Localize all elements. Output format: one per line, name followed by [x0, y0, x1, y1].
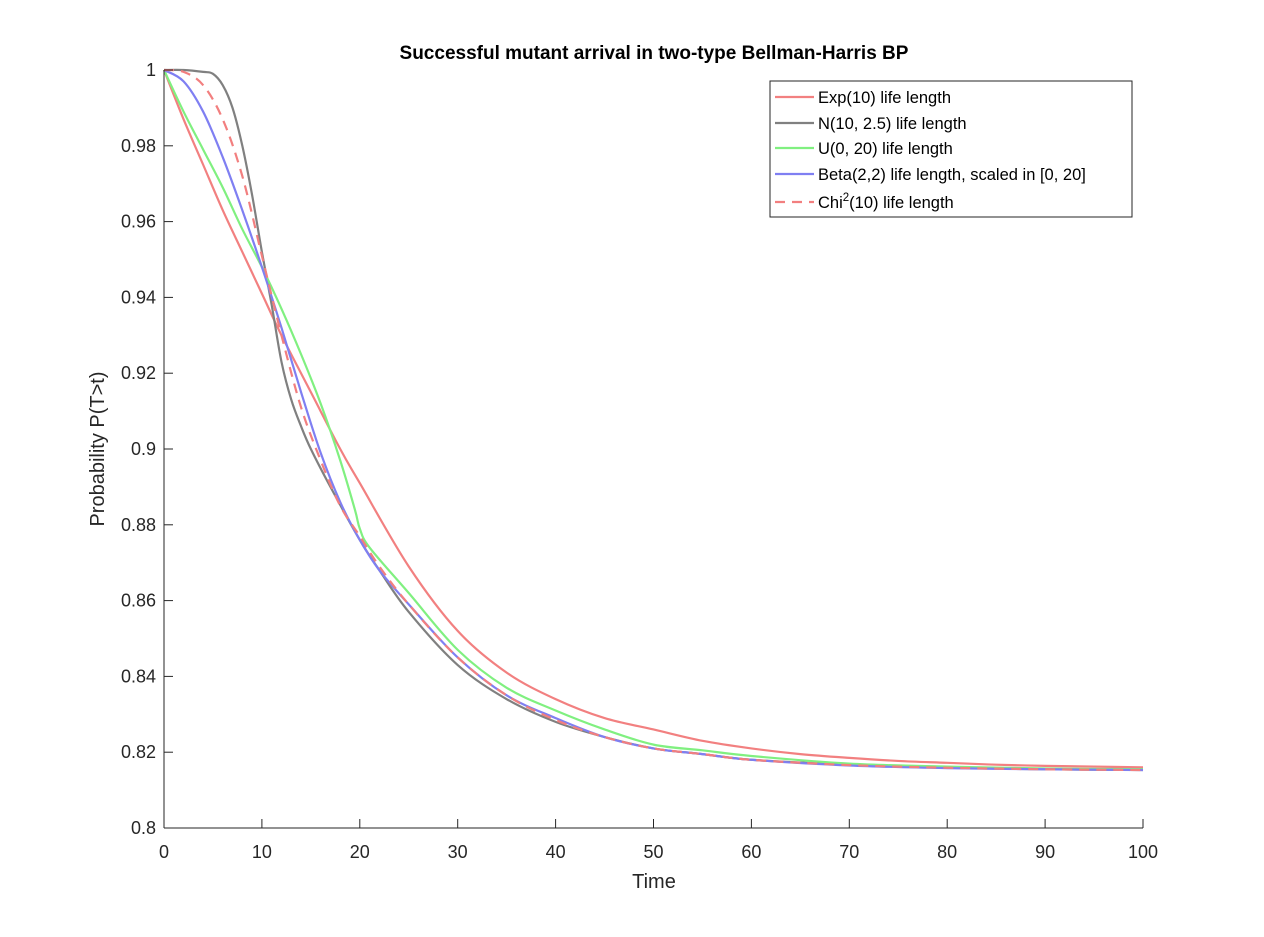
y-tick-label: 1: [146, 60, 156, 80]
x-tick-label: 20: [350, 842, 370, 862]
series-line-exp-10-life-length: [162, 69, 1144, 769]
y-tick-label: 0.82: [121, 742, 156, 762]
y-axis-label: Probability P(T>t): [87, 371, 109, 526]
legend-entry-label: N(10, 2.5) life length: [818, 115, 967, 133]
chart-title: Successful mutant arrival in two-type Be…: [400, 43, 909, 64]
x-tick-label: 70: [839, 842, 859, 862]
legend-entry-label: Exp(10) life length: [818, 89, 951, 107]
series-layer: [162, 68, 1144, 772]
x-ticks: 0 10 20 30 40 50 60 70 80 90 100: [159, 819, 1158, 862]
legend-entry-label: Beta(2,2) life length, scaled in [0, 20]: [818, 166, 1086, 184]
y-tick-label: 0.9: [131, 439, 156, 459]
x-tick-label: 30: [448, 842, 468, 862]
x-tick-label: 100: [1128, 842, 1158, 862]
legend: Exp(10) life length N(10, 2.5) life lengt…: [769, 80, 1133, 218]
series-line-chi2-10-life-length: [163, 68, 1144, 772]
x-tick-label: 60: [741, 842, 761, 862]
y-tick-label: 0.8: [131, 818, 156, 838]
x-tick-label: 10: [252, 842, 272, 862]
series-line-beta-2-2-life-length-scaled-in-0-20: [163, 69, 1144, 772]
x-tick-label: 80: [937, 842, 957, 862]
series-line-u-0-20-life-length: [163, 69, 1144, 771]
x-tick-label: 50: [643, 842, 663, 862]
y-tick-label: 0.86: [121, 591, 156, 611]
y-tick-label: 0.96: [121, 212, 156, 232]
y-ticks: 0.8 0.82 0.84 0.86 0.88 0.9 0.92 0.94 0.96 0.98 1: [121, 60, 173, 838]
x-tick-label: 0: [159, 842, 169, 862]
y-tick-label: 0.98: [121, 136, 156, 156]
x-axis-label: Time: [632, 871, 676, 893]
x-tick-label: 40: [546, 842, 566, 862]
y-tick-label: 0.92: [121, 363, 156, 383]
legend-entry-label: Chi2(10) life length: [818, 192, 954, 212]
y-tick-label: 0.94: [121, 287, 156, 307]
y-tick-label: 0.84: [121, 666, 156, 686]
x-tick-label: 90: [1035, 842, 1055, 862]
y-tick-label: 0.88: [121, 515, 156, 535]
legend-entry-label: U(0, 20) life length: [818, 140, 953, 158]
legend-box: [769, 80, 1133, 218]
